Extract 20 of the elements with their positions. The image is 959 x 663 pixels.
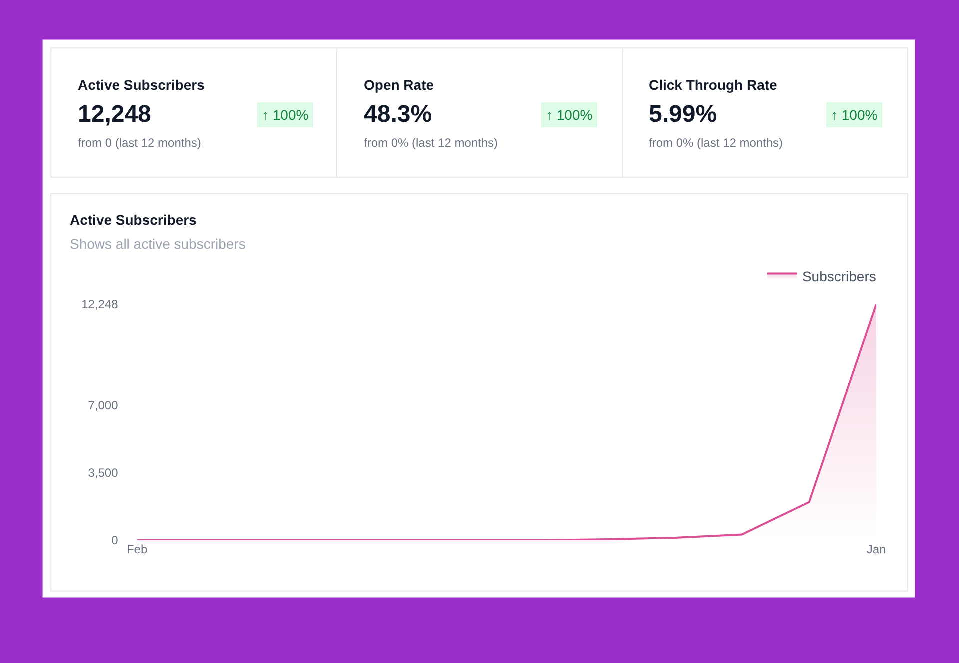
text: from 0% (last 12 months) [649, 136, 784, 150]
text: from 0% (last 12 months) [364, 136, 498, 150]
text: from 0 (last 12 months) [78, 136, 202, 150]
x-tick-label: Jan [866, 542, 886, 556]
y-tick-label: 7,000 [88, 398, 119, 413]
text: Click Through Rate [649, 77, 778, 93]
text: ↑ 100% [831, 107, 878, 123]
x-tick-label: Feb [126, 542, 148, 556]
legend-label: Subscribers [802, 268, 876, 284]
text: Active Subscribers [78, 77, 206, 93]
text: Open Rate [364, 77, 434, 93]
chart-subtitle: Shows all active subscribers [70, 236, 246, 252]
text: ↑ 100% [546, 107, 593, 123]
text: ↑ 100% [262, 107, 309, 123]
y-tick-label: 12,248 [82, 297, 119, 312]
text: 5.99% [649, 101, 718, 128]
y-tick-label: 0 [112, 534, 119, 548]
chart-title: Active Subscribers [70, 212, 198, 228]
text: 48.3% [364, 101, 432, 128]
y-tick-label: 3,500 [88, 466, 119, 480]
